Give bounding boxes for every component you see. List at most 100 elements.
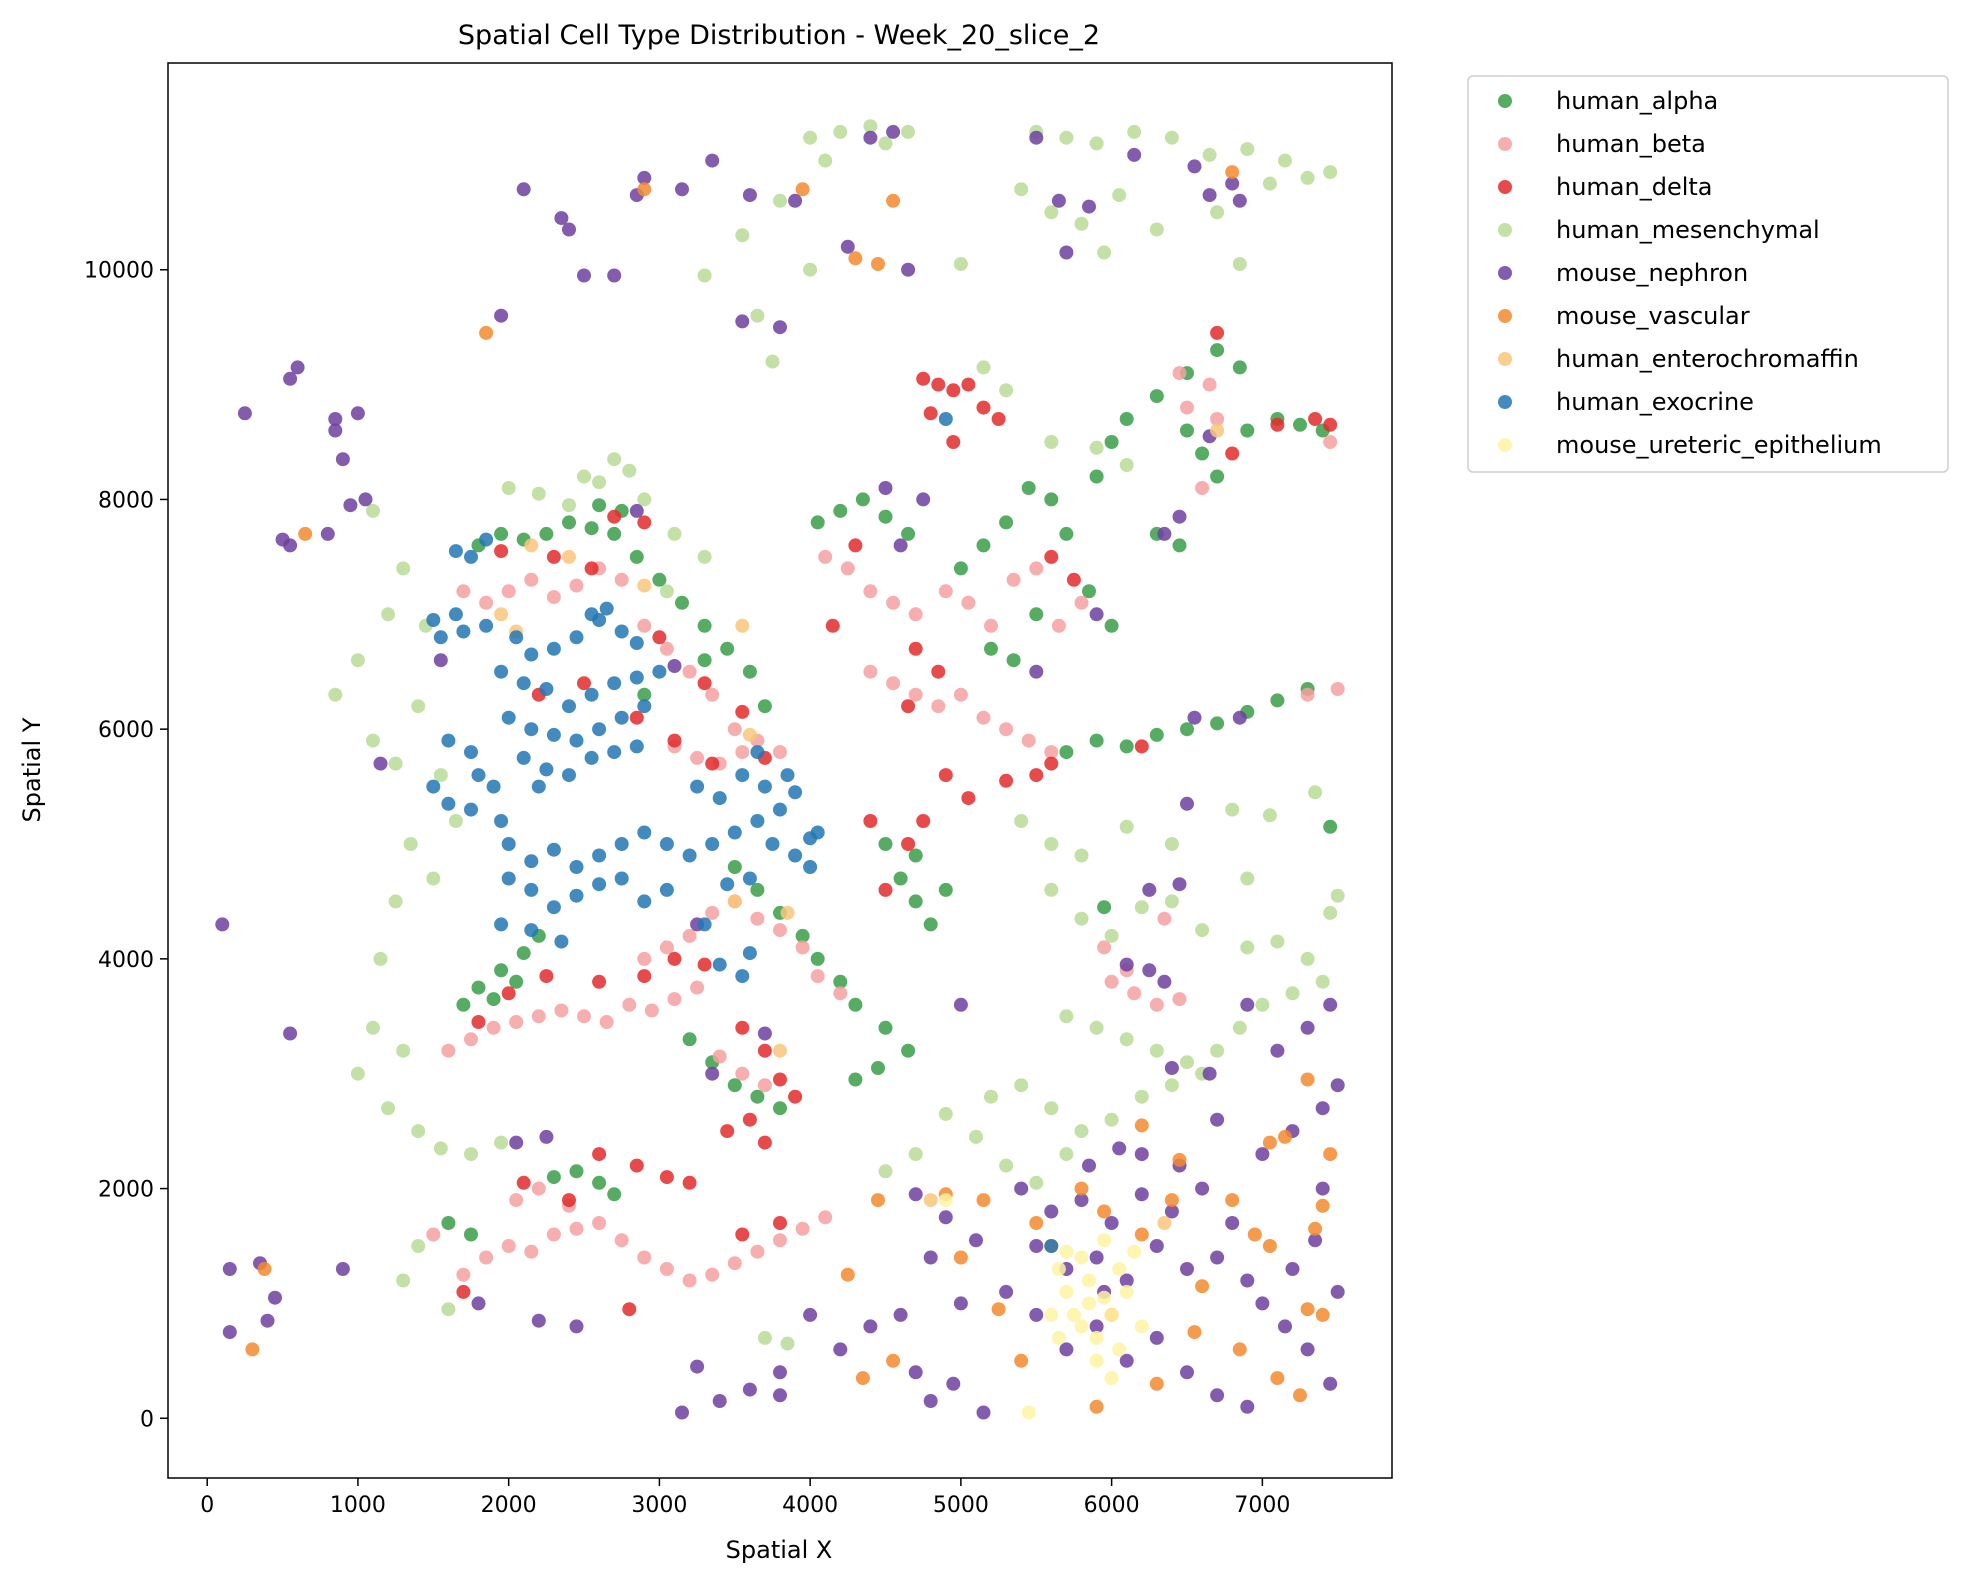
point-mouse_nephron-95 xyxy=(1255,1147,1270,1162)
point-mouse_nephron-21 xyxy=(516,182,531,197)
point-human_alpha-36 xyxy=(727,1078,742,1093)
point-human_enterochromaffin-5 xyxy=(742,727,757,742)
point-human_mesenchymal-13 xyxy=(1278,153,1292,168)
point-human_mesenchymal-16 xyxy=(1044,205,1059,220)
point-human_mesenchymal-12 xyxy=(1240,142,1255,157)
point-mouse_nephron-102 xyxy=(1240,997,1255,1012)
point-human_exocrine-54 xyxy=(524,882,539,897)
point-human_alpha-59 xyxy=(1006,653,1021,668)
point-human_alpha-39 xyxy=(878,837,893,851)
point-mouse_nephron-22 xyxy=(554,211,569,226)
point-human_alpha-64 xyxy=(1149,727,1164,742)
point-human_mesenchymal-29 xyxy=(953,257,968,271)
point-mouse_nephron-1 xyxy=(283,1026,298,1041)
point-human_exocrine-11 xyxy=(569,630,584,645)
point-mouse_nephron-54 xyxy=(1187,710,1202,725)
point-human_delta-57 xyxy=(1210,325,1225,340)
point-human_alpha-12 xyxy=(464,1227,478,1242)
point-mouse_nephron-111 xyxy=(908,1365,923,1380)
point-human_alpha-76 xyxy=(1232,360,1247,375)
point-human_alpha-57 xyxy=(1104,618,1119,633)
point-human_alpha-17 xyxy=(562,515,576,530)
point-human_alpha-68 xyxy=(1270,693,1285,708)
point-human_exocrine-44 xyxy=(441,796,456,811)
point-human_exocrine-5 xyxy=(464,549,478,564)
point-mouse_nephron-41 xyxy=(1059,245,1074,260)
point-mouse_nephron-104 xyxy=(938,1210,953,1225)
point-mouse_vascular-0 xyxy=(245,1342,260,1357)
point-human_exocrine-38 xyxy=(464,745,478,760)
point-human_exocrine-48 xyxy=(569,860,584,874)
point-human_beta-47 xyxy=(614,1233,629,1248)
point-human_exocrine-1 xyxy=(433,630,448,645)
point-mouse_nephron-101 xyxy=(1323,997,1338,1012)
point-mouse_nephron-115 xyxy=(803,1307,818,1322)
point-human_mesenchymal-96 xyxy=(1089,1020,1104,1035)
point-human_beta-40 xyxy=(735,1066,750,1081)
point-human_exocrine-39 xyxy=(471,768,486,783)
point-human_beta-69 xyxy=(886,676,901,691)
point-human_mesenchymal-81 xyxy=(908,1147,923,1162)
point-human_alpha-14 xyxy=(494,526,509,541)
point-human_alpha-73 xyxy=(1149,389,1164,404)
point-human_alpha-65 xyxy=(1180,722,1194,737)
point-human_enterochromaffin-6 xyxy=(780,905,795,920)
point-human_mesenchymal-18 xyxy=(1112,188,1127,203)
point-human_alpha-0 xyxy=(456,997,471,1012)
point-human_exocrine-18 xyxy=(562,699,576,714)
point-human_delta-46 xyxy=(931,664,946,679)
point-human_exocrine-85 xyxy=(742,946,757,961)
point-human_mesenchymal-22 xyxy=(1300,170,1315,185)
series-mouse_nephron xyxy=(215,124,1345,1420)
point-human_mesenchymal-34 xyxy=(381,607,396,622)
legend-label-human_alpha: human_alpha xyxy=(1556,87,1718,115)
point-human_exocrine-45 xyxy=(501,837,516,851)
point-human_mesenchymal-45 xyxy=(388,894,403,909)
point-mouse_nephron-91 xyxy=(1285,1262,1300,1276)
point-human_mesenchymal-21 xyxy=(1262,176,1277,191)
point-human_mesenchymal-76 xyxy=(1134,1089,1149,1104)
point-mouse_nephron-23 xyxy=(562,222,576,237)
point-human_alpha-85 xyxy=(1172,538,1187,553)
point-mouse_ureteric_epithelium-13 xyxy=(1119,1284,1134,1299)
point-mouse_nephron-20 xyxy=(373,756,388,771)
point-human_alpha-55 xyxy=(1059,526,1074,541)
point-human_mesenchymal-40 xyxy=(411,699,426,714)
point-human_delta-21 xyxy=(757,1043,772,1058)
point-mouse_ureteric_epithelium-19 xyxy=(1021,1405,1036,1420)
point-human_exocrine-88 xyxy=(584,607,599,622)
points-layer xyxy=(215,119,1345,1420)
point-mouse_ureteric_epithelium-2 xyxy=(1074,1319,1089,1334)
point-human_alpha-71 xyxy=(1104,435,1119,449)
point-human_beta-20 xyxy=(464,1032,478,1047)
point-human_delta-31 xyxy=(562,1193,576,1208)
point-human_mesenchymal-32 xyxy=(366,503,380,518)
point-mouse_nephron-0 xyxy=(215,917,230,932)
point-human_delta-17 xyxy=(637,969,652,984)
point-mouse_ureteric_epithelium-15 xyxy=(1127,1244,1142,1259)
point-human_delta-55 xyxy=(1029,768,1044,783)
point-human_exocrine-82 xyxy=(697,917,712,932)
point-human_delta-18 xyxy=(667,951,682,966)
point-mouse_vascular-31 xyxy=(1308,1221,1323,1236)
point-human_mesenchymal-52 xyxy=(433,1141,448,1156)
point-human_delta-23 xyxy=(788,1089,803,1104)
point-human_delta-47 xyxy=(901,699,916,714)
point-human_exocrine-79 xyxy=(788,785,803,800)
point-human_delta-42 xyxy=(991,412,1006,426)
legend-marker-human_delta xyxy=(1498,180,1512,194)
point-human_alpha-28 xyxy=(750,882,765,897)
legend-label-human_mesenchymal: human_mesenchymal xyxy=(1556,216,1820,244)
point-human_delta-27 xyxy=(592,1147,607,1162)
point-mouse_nephron-84 xyxy=(1180,1365,1194,1380)
legend-marker-mouse_nephron xyxy=(1498,266,1512,280)
point-human_alpha-63 xyxy=(1119,739,1134,754)
point-human_mesenchymal-59 xyxy=(622,463,637,478)
point-human_beta-54 xyxy=(773,1233,787,1248)
point-human_mesenchymal-64 xyxy=(577,469,591,484)
point-mouse_nephron-73 xyxy=(1119,1273,1134,1288)
point-human_exocrine-64 xyxy=(682,848,697,863)
point-human_delta-24 xyxy=(742,1112,757,1127)
legend-marker-human_mesenchymal xyxy=(1498,223,1512,237)
point-human_exocrine-46 xyxy=(524,854,539,869)
